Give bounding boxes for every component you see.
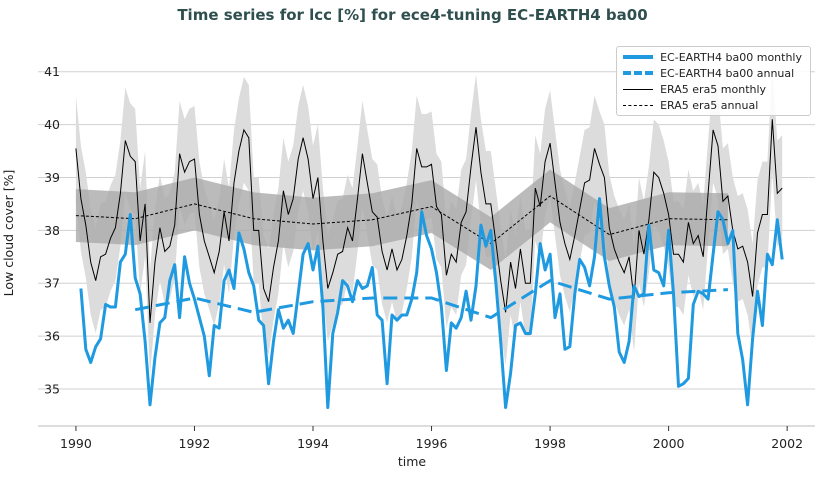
legend-swatch bbox=[623, 88, 654, 90]
y-tick-label: 39 bbox=[44, 170, 60, 185]
y-axis-label: Low cloud cover [%] bbox=[1, 170, 16, 297]
x-tick-label: 2000 bbox=[653, 436, 685, 451]
x-tick-label: 2002 bbox=[771, 436, 803, 451]
series-era5-annual bbox=[75, 195, 728, 245]
y-tick-label: 35 bbox=[44, 381, 60, 396]
series-ecearth-monthly bbox=[79, 197, 784, 409]
legend-label: ERA5 era5 annual bbox=[660, 98, 759, 112]
legend-swatch bbox=[623, 104, 654, 106]
y-tick-label: 37 bbox=[44, 276, 60, 291]
legend-label: EC-EARTH4 ba00 monthly bbox=[660, 50, 802, 64]
x-tick-label: 1992 bbox=[179, 436, 211, 451]
x-tick-label: 1994 bbox=[297, 436, 329, 451]
series-era5-monthly bbox=[75, 119, 783, 323]
legend-label: ERA5 era5 monthly bbox=[660, 82, 767, 96]
legend-item: EC-EARTH4 ba00 monthly bbox=[617, 49, 802, 65]
chart-title: Time series for lcc [%] for ece4-tuning … bbox=[177, 6, 648, 24]
legend-swatch bbox=[623, 55, 654, 59]
y-tick-label: 41 bbox=[44, 64, 60, 79]
series-ecearth-annual bbox=[134, 278, 728, 320]
x-axis-label: time bbox=[398, 454, 427, 469]
era5-annual-spread-band bbox=[75, 169, 728, 270]
x-tick-label: 1990 bbox=[60, 436, 92, 451]
y-tick-label: 38 bbox=[44, 223, 60, 238]
x-tick-label: 1996 bbox=[416, 436, 448, 451]
legend-item: EC-EARTH4 ba00 annual bbox=[617, 65, 802, 81]
legend-item: ERA5 era5 annual bbox=[617, 97, 802, 113]
y-tick-label: 40 bbox=[44, 117, 60, 132]
legend-item: ERA5 era5 monthly bbox=[617, 81, 802, 97]
era5-monthly-spread-band bbox=[75, 66, 783, 376]
legend-swatch bbox=[623, 71, 654, 75]
legend-label: EC-EARTH4 ba00 annual bbox=[660, 66, 795, 80]
x-tick-label: 1998 bbox=[534, 436, 566, 451]
y-tick-label: 36 bbox=[44, 329, 60, 344]
legend: EC-EARTH4 ba00 monthly EC-EARTH4 ba00 an… bbox=[616, 46, 811, 116]
